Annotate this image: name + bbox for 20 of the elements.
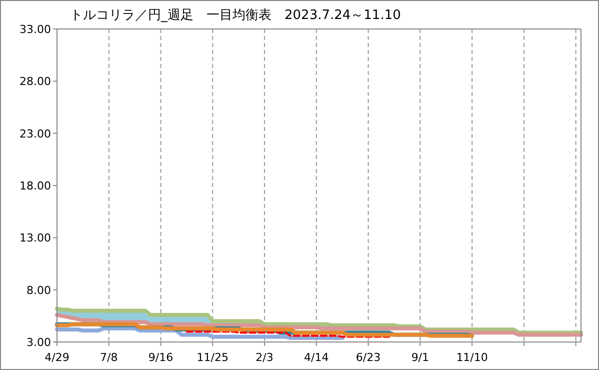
line-series: [55, 326, 344, 340]
x-tick-label: 7/8: [100, 351, 118, 364]
x-tick-label: 6/23: [356, 351, 381, 364]
y-tick-label: 28.00: [20, 75, 51, 88]
y-tick-label: 18.00: [20, 180, 51, 192]
y-tick-label: 23.00: [20, 127, 51, 140]
x-tick-label: 9/1: [411, 351, 430, 364]
y-tick-label: 13.00: [20, 232, 51, 245]
x-tick-label: 4/29: [44, 351, 70, 364]
x-tick-label: 11/25: [196, 351, 228, 364]
y-tick-label: 33.00: [20, 23, 51, 36]
y-tick-label: 3.00: [26, 336, 51, 349]
x-tick-label: 11/10: [456, 351, 488, 364]
x-tick-label: 2/3: [256, 351, 274, 364]
line-series: [55, 312, 583, 337]
y-tick-label: 8.00: [26, 284, 51, 297]
chart-title: トルコリラ／円_週足 一目均衡表 2023.7.24～11.10: [70, 8, 401, 23]
x-tick-label: 4/14: [304, 351, 329, 364]
line-series: [55, 322, 474, 338]
x-tick-label: 9/16: [148, 351, 174, 364]
